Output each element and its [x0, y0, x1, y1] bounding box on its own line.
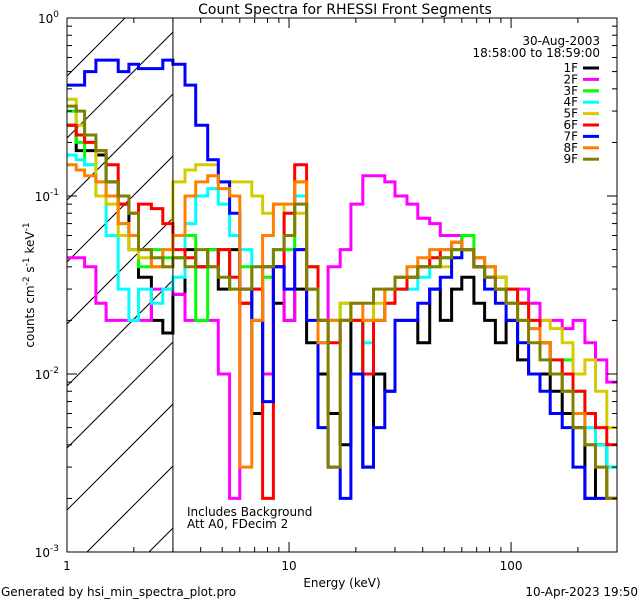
- legend-label: 4F: [563, 95, 578, 109]
- series-4F: [67, 153, 617, 469]
- hatch-line: [67, 155, 173, 263]
- legend-label: 1F: [563, 61, 578, 75]
- date-label: 30-Aug-2003: [522, 34, 600, 48]
- annotation-attenuator: Att A0, FDecim 2: [187, 517, 288, 531]
- series-6F: [67, 123, 617, 500]
- legend-label: 7F: [563, 129, 578, 143]
- series-5F: [67, 97, 617, 430]
- x-tick-label: 1: [63, 559, 71, 573]
- hatch-line: [67, 18, 126, 77]
- series-1F: [67, 123, 617, 500]
- time-range-label: 18:58:00 to 18:59:00: [473, 46, 600, 60]
- legend-label: 3F: [563, 84, 578, 98]
- y-tick-label: 100: [38, 10, 59, 26]
- generated-by-footer: Generated by hsi_min_spectra_plot.pro: [1, 585, 236, 599]
- y-tick-label: 10-2: [35, 366, 59, 382]
- legend-label: 2F: [563, 72, 578, 86]
- legend-label: 9F: [563, 152, 578, 166]
- chart-title: Count Spectra for RHESSI Front Segments: [198, 2, 492, 18]
- y-tick-label: 10-3: [35, 544, 59, 560]
- series-7F: [67, 58, 617, 500]
- annotation-background: Includes Background: [187, 505, 312, 519]
- series-9F: [67, 104, 617, 500]
- hatch-line: [67, 403, 173, 511]
- hatch-line: [0, 0, 129, 552]
- x-tick-label: 10: [281, 559, 296, 573]
- plot-frame: [66, 17, 618, 553]
- y-axis-label: counts cm-2 s-1 keV-1: [22, 222, 37, 347]
- hatch-line: [397, 0, 640, 552]
- x-tick-label: 100: [500, 559, 523, 573]
- legend-label: 6F: [563, 118, 578, 132]
- hatch-line: [86, 465, 173, 552]
- hatch-line: [583, 0, 640, 552]
- y-tick-label: 10-1: [35, 188, 59, 204]
- series-2F: [67, 174, 617, 500]
- hatch-line: [67, 31, 173, 139]
- legend-label: 8F: [563, 141, 578, 155]
- legend-label: 5F: [563, 107, 578, 121]
- x-axis-label: Energy (keV): [303, 576, 380, 590]
- timestamp-footer: 10-Apr-2023 19:50: [525, 585, 638, 599]
- series-8F: [67, 163, 617, 500]
- hatch-line: [521, 0, 640, 552]
